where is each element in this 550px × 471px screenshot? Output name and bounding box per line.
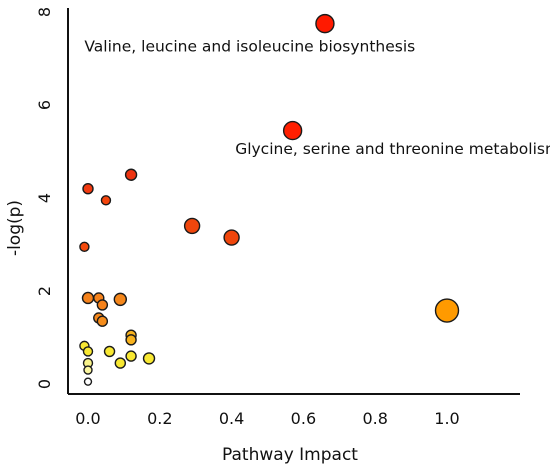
data-point — [82, 346, 94, 357]
x-tick-label: 0.6 — [291, 409, 316, 428]
data-point — [83, 377, 93, 386]
y-axis-title: -log(p) — [5, 200, 25, 256]
data-point — [434, 298, 460, 323]
y-tick-label: 8 — [35, 7, 54, 17]
data-point — [282, 120, 303, 141]
data-point — [96, 299, 109, 311]
y-tick-label: 4 — [35, 193, 54, 203]
data-point — [315, 13, 335, 34]
data-point — [113, 292, 128, 307]
data-point — [142, 352, 156, 365]
data-point — [83, 365, 93, 375]
x-tick-label: 0.0 — [75, 409, 100, 428]
annotation-label: Glycine, serine and threonine metabolism — [235, 140, 550, 158]
y-tick-label: 2 — [35, 286, 54, 296]
data-points — [79, 13, 460, 386]
x-tick-label: 1.0 — [434, 409, 459, 428]
x-tick-label: 0.2 — [147, 409, 172, 428]
data-point — [125, 334, 137, 346]
data-point — [96, 315, 109, 327]
x-axis-title: Pathway Impact — [222, 445, 358, 465]
data-point — [125, 350, 137, 362]
x-tick-label: 0.8 — [362, 409, 387, 428]
data-point — [81, 291, 95, 305]
data-point — [79, 241, 90, 253]
data-point — [223, 229, 240, 246]
data-point — [103, 345, 116, 358]
annotation-label: Valine, leucine and isoleucine biosynthe… — [84, 38, 415, 56]
annotations: Valine, leucine and isoleucine biosynthe… — [84, 38, 550, 158]
data-point — [114, 357, 127, 369]
data-point — [82, 182, 94, 195]
data-point — [124, 168, 138, 181]
data-point — [100, 195, 112, 206]
y-tick-label: 0 — [35, 379, 54, 389]
x-tick-label: 0.4 — [219, 409, 244, 428]
data-point — [183, 217, 201, 235]
axes: 0.0 0.2 0.4 0.6 0.8 1.0 0 2 4 6 8 — [35, 7, 520, 428]
y-tick-label: 6 — [35, 100, 54, 110]
